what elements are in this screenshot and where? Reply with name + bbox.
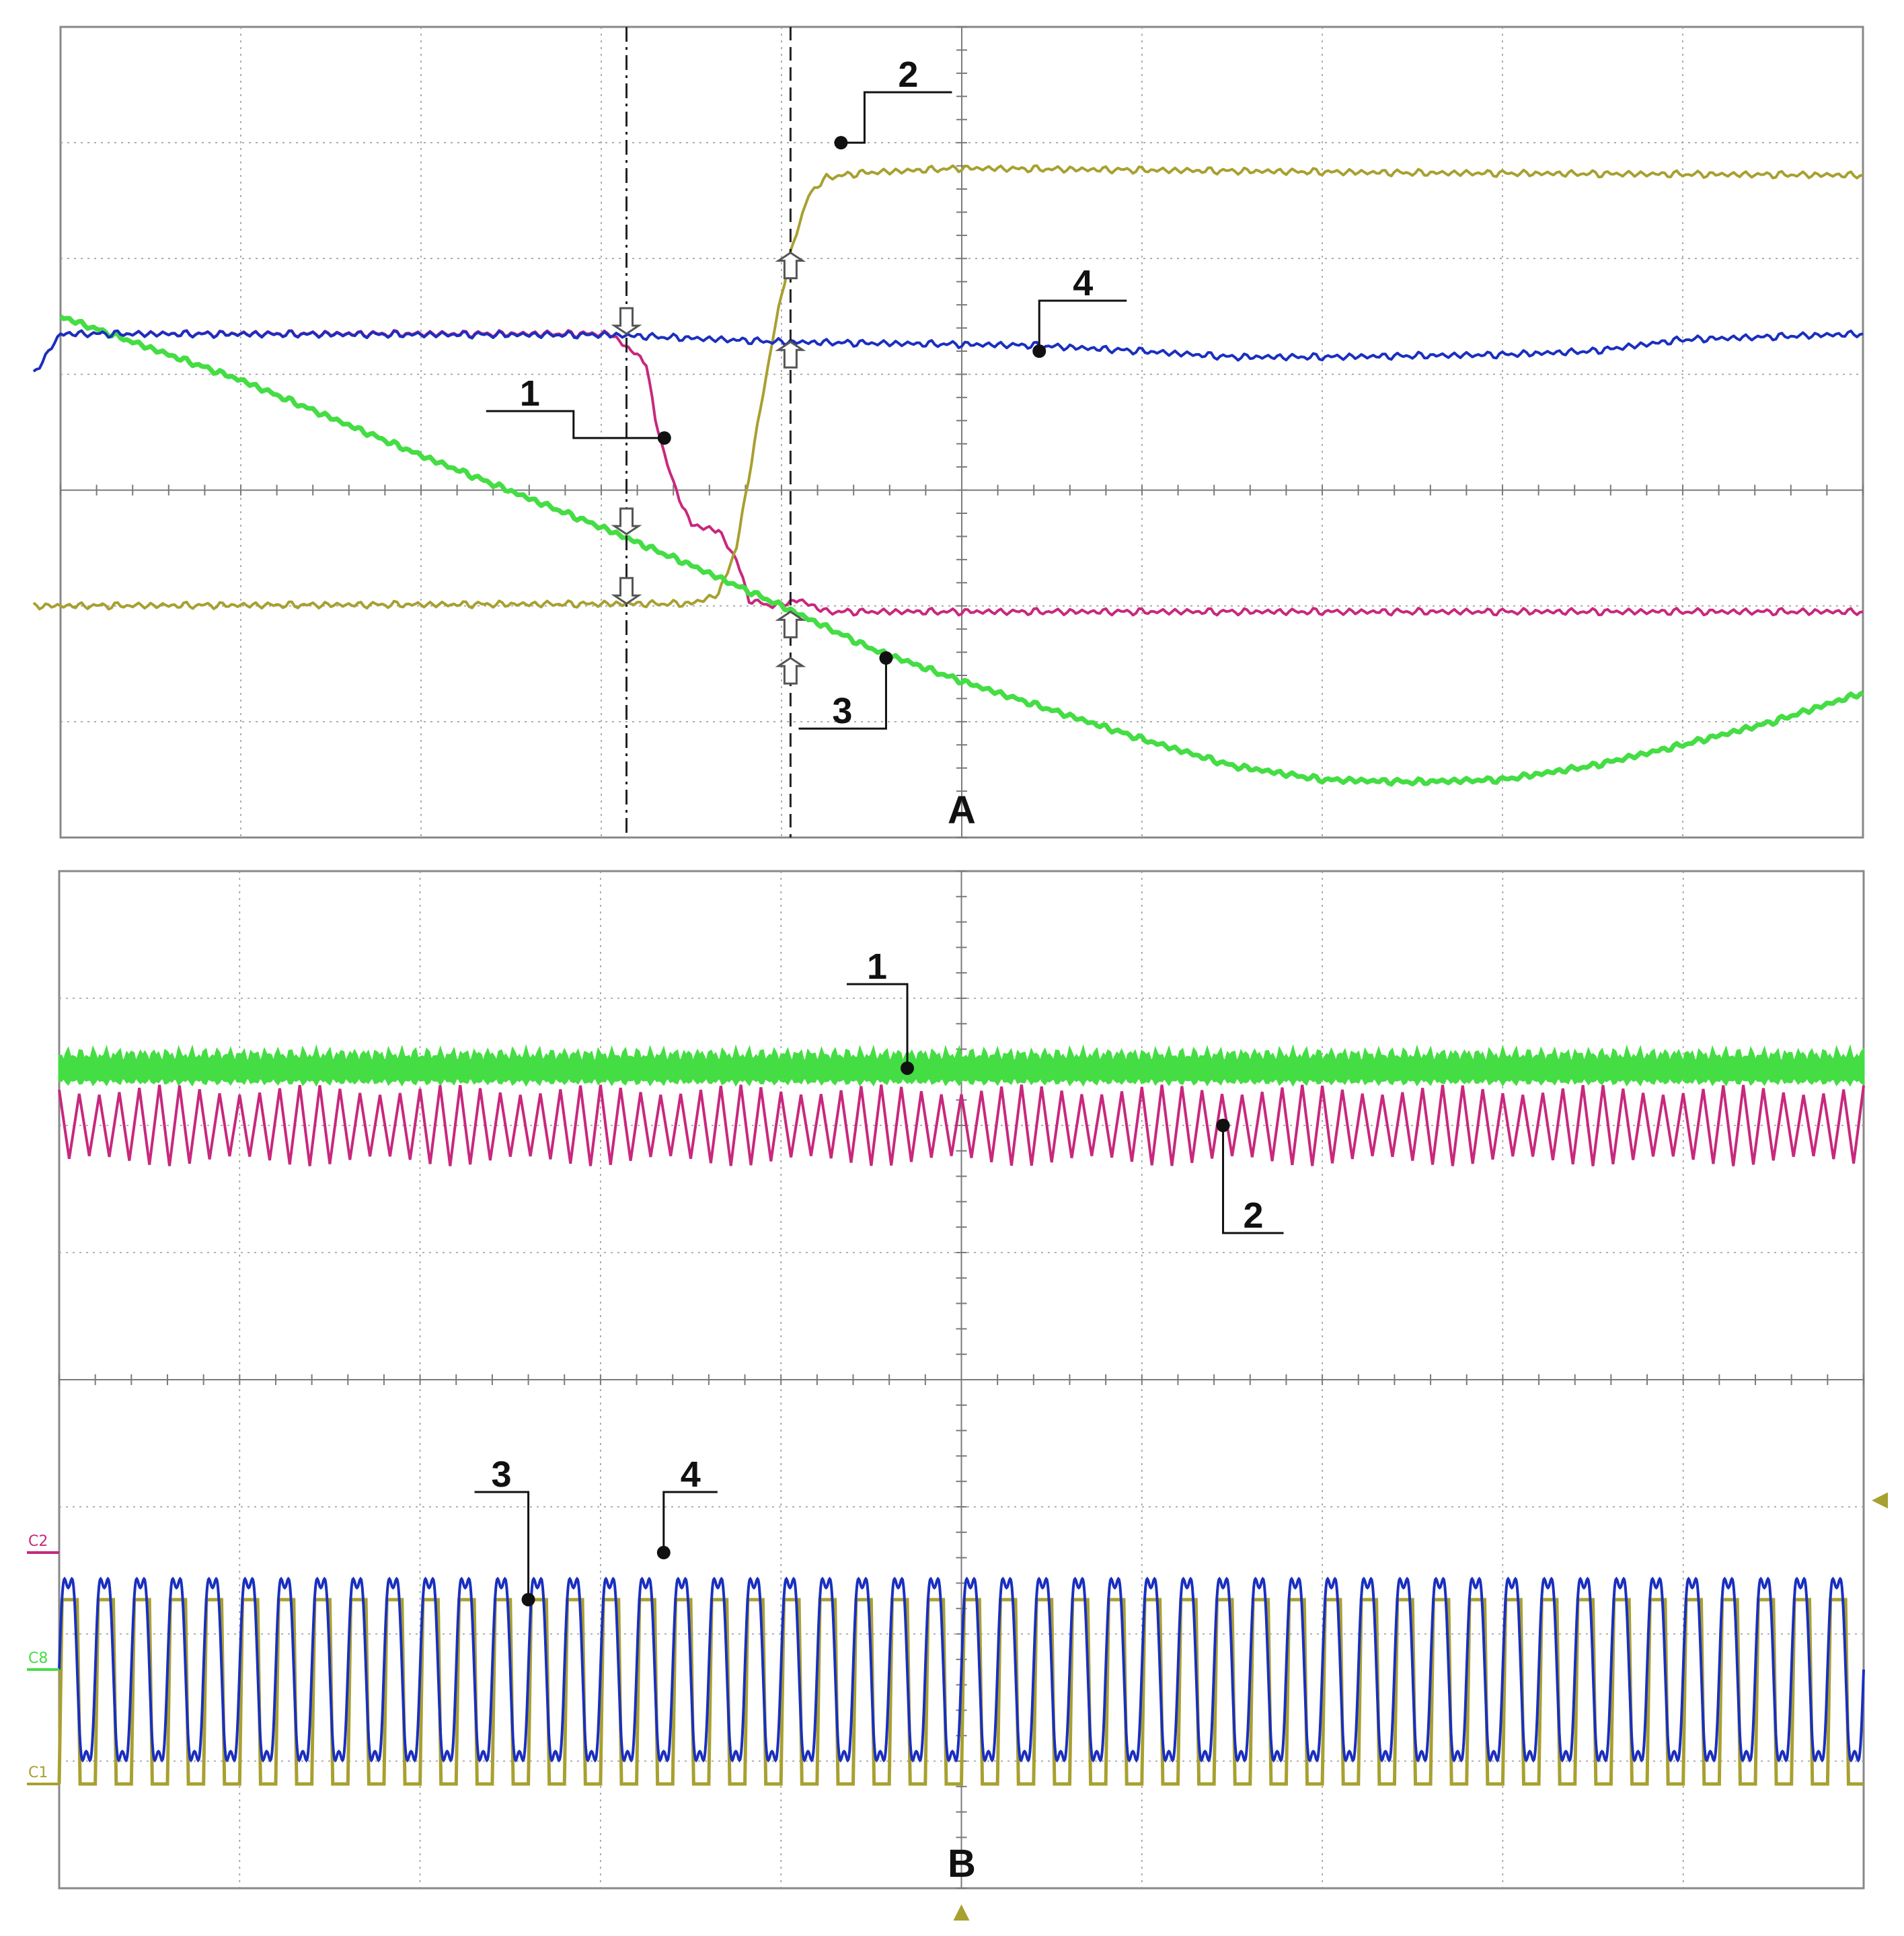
panel-b-callout-leader bbox=[847, 983, 909, 1068]
trace-4-blue-sine bbox=[58, 1576, 1865, 1763]
cursor-marker-7 bbox=[775, 657, 806, 685]
cursor-marker-3 bbox=[611, 576, 642, 605]
panel-a-callout-leader bbox=[486, 410, 664, 439]
panel-a: 1 2 3 4 bbox=[32, 26, 1864, 839]
panel-a-callout-leader bbox=[798, 658, 887, 730]
trigger-position-marker bbox=[953, 1904, 970, 1921]
trace-2-olive bbox=[32, 164, 1864, 611]
panel-b: 1 2 3 4 C2 C8 C1 bbox=[27, 870, 1888, 1921]
trace-1-green-band bbox=[58, 1044, 1865, 1087]
trace-2-magenta-wave bbox=[58, 1084, 1865, 1166]
panel-a-callout-label: 2 bbox=[898, 54, 918, 95]
panel-b-callout-leader bbox=[1222, 1125, 1284, 1234]
trace-3-green bbox=[59, 314, 1864, 787]
panel-b-label: B bbox=[948, 1842, 976, 1886]
panel-b-callout-label: 3 bbox=[492, 1454, 512, 1495]
panel-a-callout-label: 4 bbox=[1073, 263, 1093, 303]
cursor-marker-4 bbox=[775, 251, 806, 280]
cursor-marker-6 bbox=[775, 610, 806, 638]
channel-tag-c8: C8 bbox=[28, 1650, 48, 1667]
panel-b-callout-leader bbox=[662, 1491, 718, 1553]
channel-tag-c2: C2 bbox=[28, 1533, 48, 1550]
panel-a-callout-label: 1 bbox=[520, 373, 540, 414]
panel-a-callout-label: 3 bbox=[832, 691, 852, 731]
channel-tag-c1: C1 bbox=[28, 1764, 48, 1781]
panel-a-callout-leader bbox=[1038, 299, 1127, 351]
trace-4-blue bbox=[32, 329, 1864, 373]
panel-a-callout-leader bbox=[841, 91, 952, 144]
cursor-marker-1 bbox=[611, 307, 642, 335]
panel-b-callout-label: 2 bbox=[1244, 1195, 1264, 1236]
trigger-level-marker bbox=[1872, 1492, 1888, 1509]
panel-a-label: A bbox=[948, 788, 976, 832]
panel-b-callout-label: 1 bbox=[867, 946, 887, 987]
cursor-marker-5 bbox=[775, 340, 806, 369]
cursor-marker-2 bbox=[611, 507, 642, 535]
panel-b-callout-leader bbox=[474, 1491, 530, 1600]
panel-b-callout-label: 4 bbox=[681, 1454, 701, 1495]
